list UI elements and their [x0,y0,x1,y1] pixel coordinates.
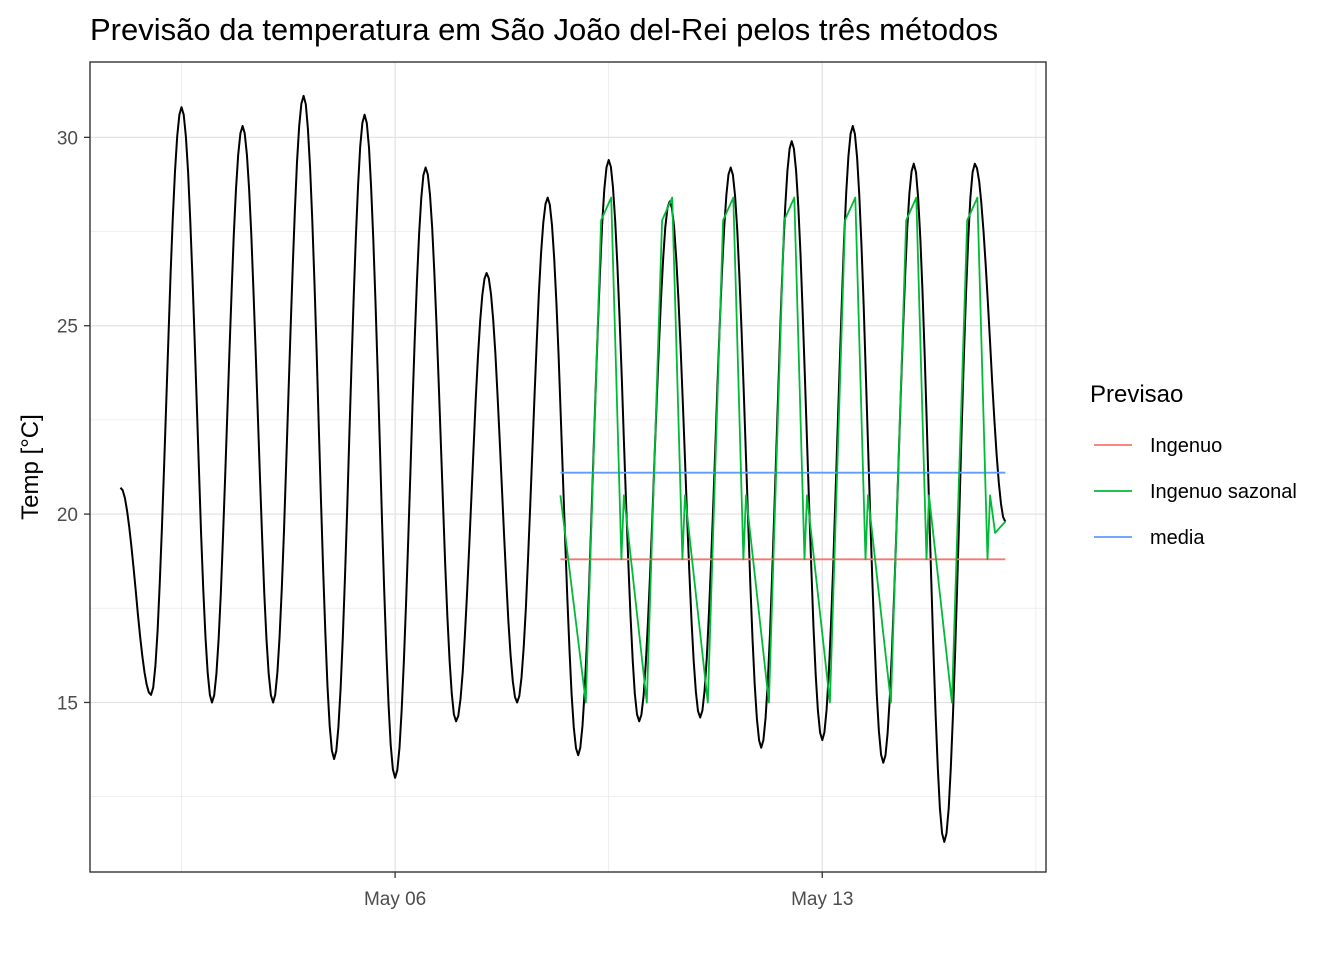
legend-label: Ingenuo [1150,435,1222,457]
legend-entries: Ingenuo Ingenuo sazonal media [1094,435,1297,549]
x-tick-label: May 06 [364,889,426,910]
legend: Previsao Ingenuo Ingenuo sazonal media [1090,381,1297,549]
x-axis: May 06 May 13 [364,872,853,910]
y-tick-label: 25 [57,317,78,338]
panel-border [89,61,1047,873]
grid-major [90,62,1046,872]
legend-label: Ingenuo sazonal [1150,481,1297,503]
series-line-ingenuo-sazonal [559,196,1006,704]
x-tick-label: May 13 [791,889,853,910]
chart-title: Previsão da temperatura em São João del-… [90,12,998,47]
series-line-observed [119,94,1007,843]
y-axis-title: Temp [°C] [17,414,44,520]
y-tick-label: 30 [57,128,78,149]
y-tick-label: 15 [57,693,78,714]
panel-background [90,62,1046,872]
series-layer [119,94,1007,843]
legend-label: media [1150,527,1205,549]
y-tick-label: 20 [57,505,78,526]
y-axis: 15 20 25 30 [57,128,90,714]
legend-title: Previsao [1090,381,1183,408]
plot-panel [89,61,1047,873]
